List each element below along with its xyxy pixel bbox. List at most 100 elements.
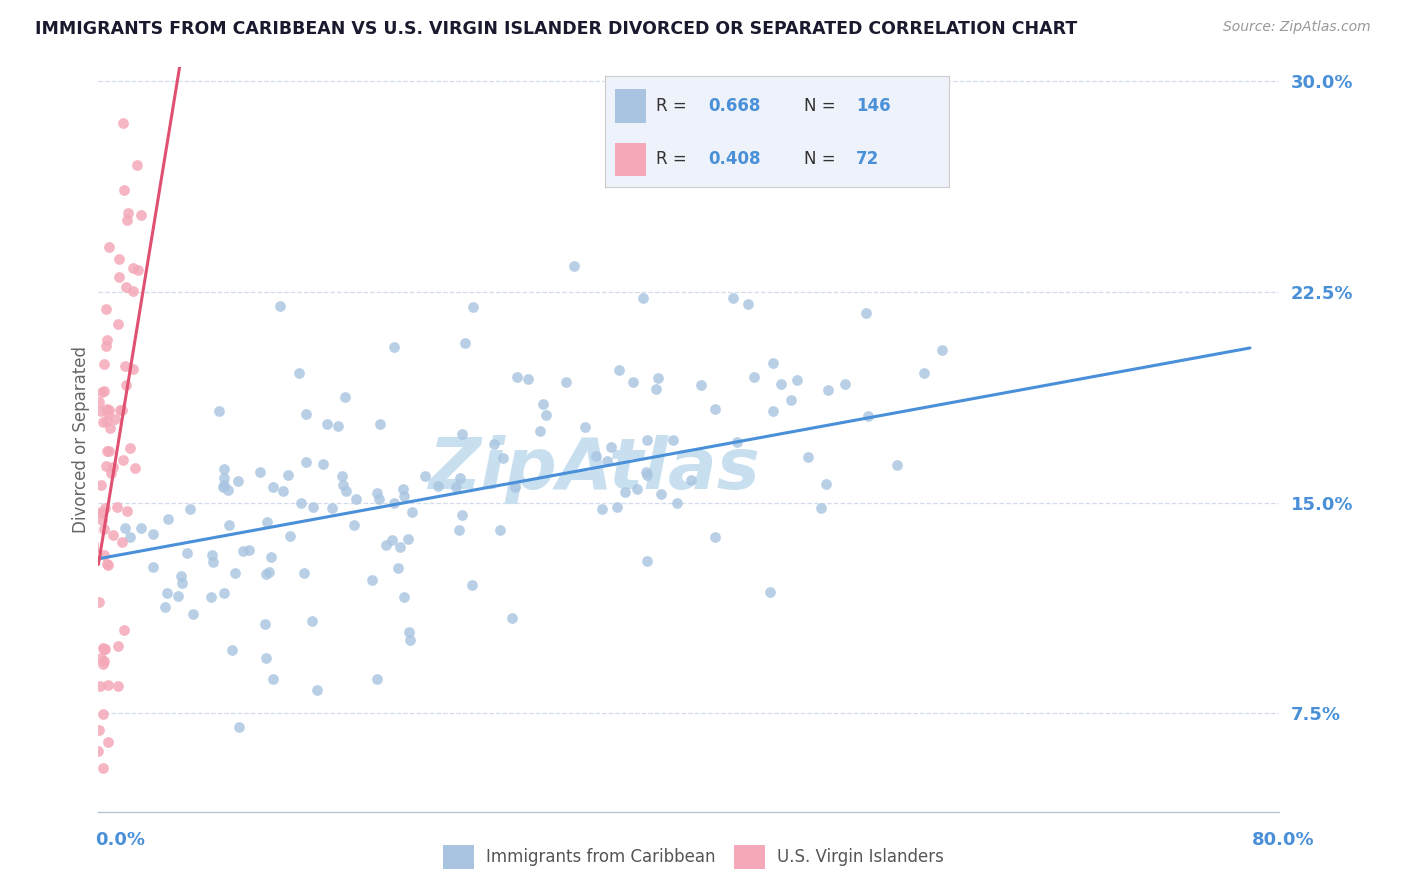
Point <box>931 343 953 357</box>
Point <box>181 607 204 622</box>
Point <box>401 505 423 519</box>
Point <box>90 404 112 418</box>
Point <box>366 672 388 686</box>
Point <box>886 458 908 473</box>
Point <box>725 434 748 449</box>
Text: R =: R = <box>657 97 692 115</box>
Point <box>107 640 129 654</box>
Point <box>780 393 803 408</box>
Point <box>262 672 284 686</box>
Point <box>98 444 121 458</box>
Point <box>585 449 607 463</box>
Text: 0.668: 0.668 <box>709 97 761 115</box>
Point <box>387 561 409 575</box>
Point <box>98 421 121 435</box>
Point <box>111 403 134 417</box>
Point <box>238 543 260 558</box>
Point <box>786 372 808 386</box>
Point <box>153 599 176 614</box>
Point <box>449 470 471 484</box>
Point <box>600 440 623 454</box>
Point <box>817 383 839 397</box>
Point <box>626 483 648 497</box>
Point <box>621 375 644 389</box>
Point <box>482 436 505 450</box>
Point <box>115 280 138 294</box>
Point <box>536 408 558 422</box>
Point <box>108 403 131 417</box>
FancyBboxPatch shape <box>614 89 645 122</box>
Point <box>762 356 785 370</box>
Point <box>122 284 145 298</box>
Point <box>103 528 125 542</box>
Point <box>333 390 356 404</box>
Point <box>814 476 837 491</box>
Point <box>254 567 277 582</box>
Point <box>129 521 152 535</box>
Point <box>855 306 877 320</box>
Point <box>202 555 225 569</box>
Point <box>93 641 115 656</box>
Point <box>253 616 276 631</box>
Point <box>107 317 129 331</box>
Point <box>96 444 118 458</box>
Point <box>87 723 110 738</box>
Point <box>305 683 328 698</box>
Point <box>97 678 120 692</box>
Point <box>179 502 201 516</box>
Text: N =: N = <box>804 151 841 169</box>
Point <box>492 450 515 465</box>
Point <box>366 485 388 500</box>
Point <box>257 565 280 579</box>
Point <box>277 467 299 482</box>
Text: IMMIGRANTS FROM CARIBBEAN VS U.S. VIRGIN ISLANDER DIVORCED OR SEPARATED CORRELAT: IMMIGRANTS FROM CARIBBEAN VS U.S. VIRGIN… <box>35 20 1077 37</box>
Point <box>591 502 613 516</box>
Point <box>97 239 120 253</box>
Point <box>360 573 382 587</box>
Point <box>87 594 110 608</box>
Point <box>169 568 191 582</box>
Point <box>176 546 198 560</box>
Point <box>212 480 235 494</box>
Point <box>636 467 658 482</box>
Point <box>112 452 135 467</box>
Point <box>104 412 127 426</box>
Point <box>460 578 482 592</box>
Point <box>703 401 725 416</box>
Point <box>531 396 554 410</box>
Point <box>96 414 118 428</box>
Point <box>94 458 117 473</box>
Text: R =: R = <box>657 151 692 169</box>
Point <box>382 340 405 354</box>
Point <box>370 417 392 432</box>
Point <box>391 483 413 497</box>
Point <box>105 500 128 515</box>
Point <box>94 302 117 317</box>
Point <box>129 208 152 222</box>
Point <box>704 530 727 544</box>
Point <box>166 589 188 603</box>
Point <box>114 359 136 374</box>
Point <box>295 407 318 421</box>
Point <box>156 512 179 526</box>
Point <box>489 523 512 537</box>
Point <box>451 426 474 441</box>
Point <box>562 259 585 273</box>
Text: ZipAtlas: ZipAtlas <box>429 434 761 504</box>
Point <box>97 735 120 749</box>
Point <box>93 357 115 371</box>
Point <box>335 483 357 498</box>
Point <box>454 336 477 351</box>
Point <box>375 538 398 552</box>
Text: 146: 146 <box>856 97 890 115</box>
Point <box>120 530 142 544</box>
Point <box>503 480 526 494</box>
Point <box>451 508 474 522</box>
Point <box>212 471 235 485</box>
Point <box>221 643 243 657</box>
Point <box>214 477 236 491</box>
Point <box>93 706 115 721</box>
Point <box>723 291 745 305</box>
Point <box>127 262 149 277</box>
Point <box>93 641 115 656</box>
